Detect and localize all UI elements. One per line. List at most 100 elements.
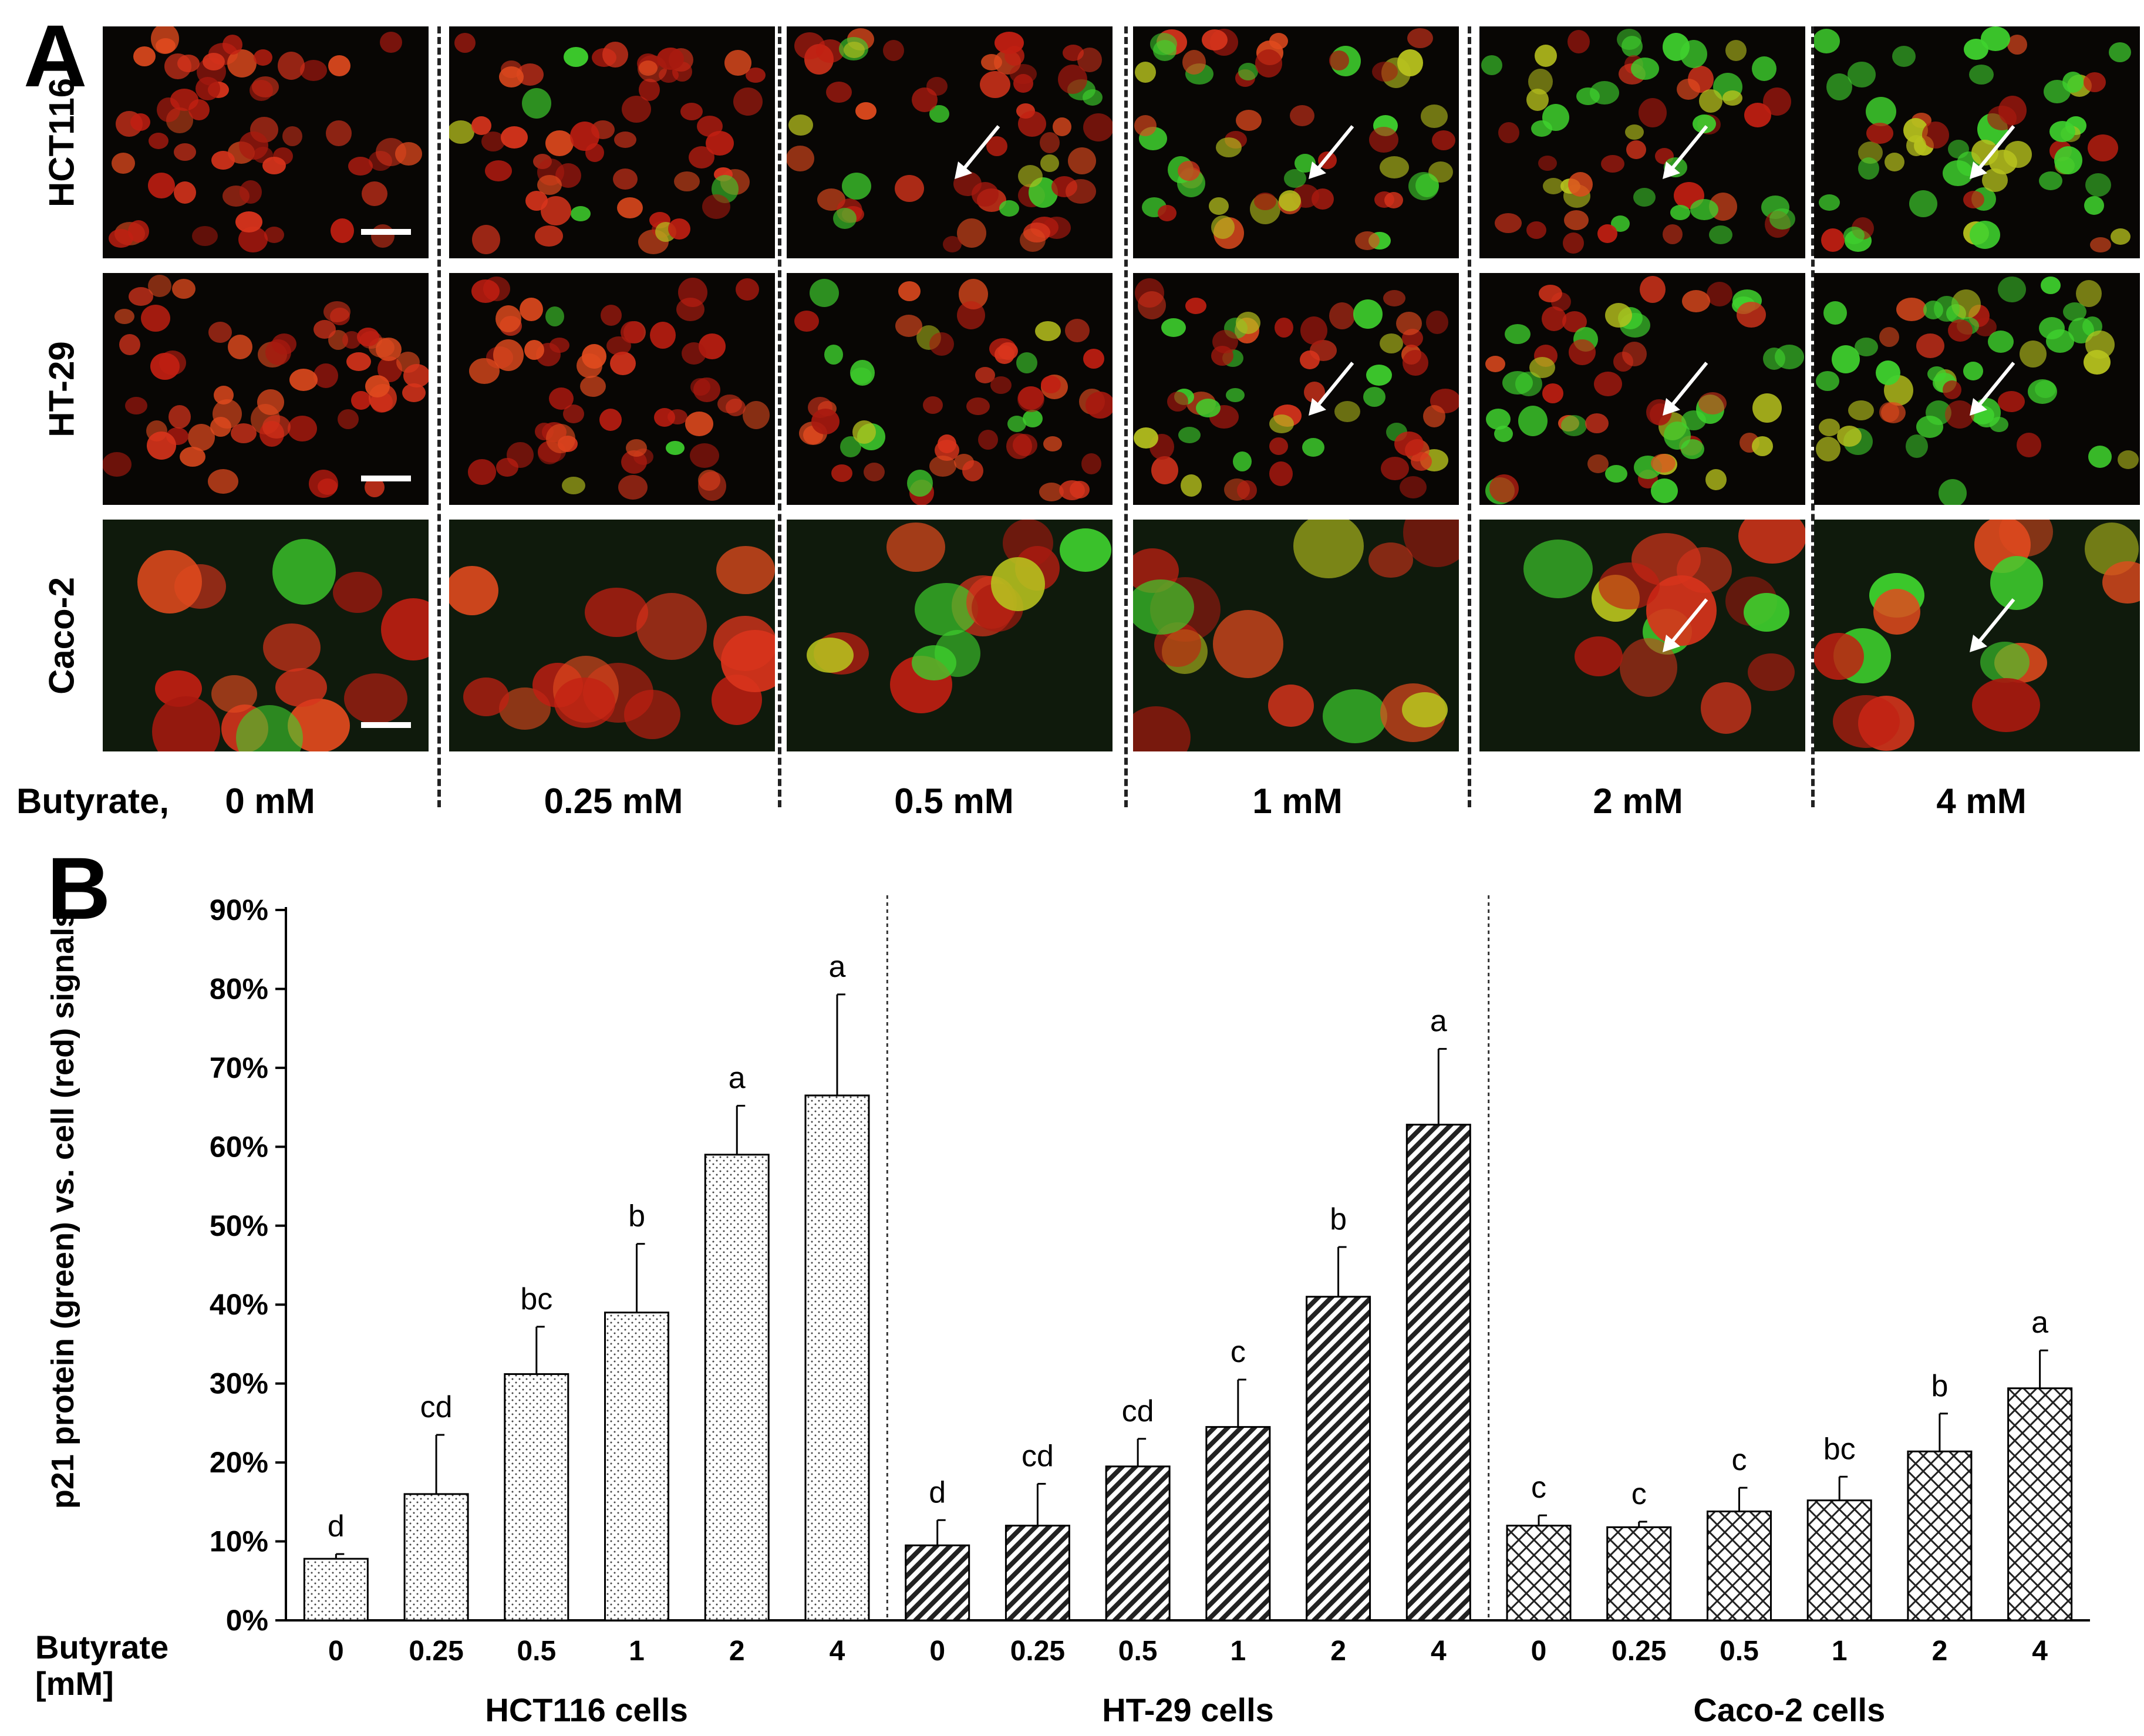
arrow-indicator [1973,598,2015,649]
bar [1506,1525,1572,1622]
x-tick-label: 0.25 [409,1636,463,1667]
column-separator [1468,26,1471,807]
x-tick-label: 0.5 [1720,1636,1759,1667]
micrograph-image [1133,520,1459,751]
x-tick-label: 2 [729,1636,745,1667]
x-tick-label: 2 [1330,1636,1346,1667]
bar [1205,1426,1271,1622]
significance-letter: bc [1823,1432,1856,1466]
micrograph-image [1479,26,1805,258]
arrow-indicator [1666,362,1708,412]
scale-bar [361,722,411,728]
micrograph-image [1479,520,1805,751]
significance-letter: cd [1022,1439,1054,1473]
y-tick-label: 30% [210,1367,268,1400]
x-tick-label: 1 [1231,1636,1246,1667]
significance-letter: cd [420,1390,453,1424]
y-tick-label: 20% [210,1446,268,1479]
significance-letter: b [1330,1202,1347,1236]
cell-line-row-label: HT-29 [42,341,82,437]
column-separator [778,26,781,807]
micrograph-image [1479,273,1805,505]
micrograph-image [103,26,429,258]
column-separator [437,26,441,807]
micrograph-image [449,26,775,258]
x-tick-label: 0 [328,1636,344,1667]
x-tick-label: 2 [1932,1636,1948,1667]
x-tick-label: 4 [1431,1636,1447,1667]
significance-letter: d [328,1509,345,1543]
column-separator [1124,26,1128,807]
significance-letter: c [1231,1335,1246,1369]
micrograph-image [449,520,775,751]
bar [804,1094,870,1622]
concentration-label: 2 mM [1593,781,1683,821]
bar [1606,1526,1672,1622]
column-separator [1811,26,1815,807]
bar [1405,1124,1471,1622]
arrow-indicator [1666,125,1708,176]
micrograph-image [787,26,1113,258]
y-tick-label: 10% [210,1525,268,1558]
cell-line-row-label: HCT116 [42,77,82,207]
bar [403,1493,469,1622]
significance-letter: a [1430,1004,1447,1039]
arrow-indicator [958,125,1000,176]
arrow-indicator [1312,125,1354,176]
bar [704,1154,770,1622]
arrow-indicator [1666,598,1708,649]
x-tick-label: 4 [830,1636,845,1667]
significance-letter: a [729,1061,746,1095]
micrograph-image [103,273,429,505]
butyrate-prefix-label: Butyrate, [16,781,170,821]
arrow-indicator [1973,362,2015,412]
significance-letter: a [2031,1306,2048,1340]
significance-letter: bc [520,1282,552,1316]
bar [1907,1450,1973,1622]
y-tick-label: 90% [210,894,268,926]
x-tick-label: 0.25 [1612,1636,1666,1667]
significance-letter: b [628,1199,645,1233]
significance-letter: d [929,1475,946,1509]
micrograph-image [787,520,1113,751]
y-tick-label: 70% [210,1051,268,1084]
y-tick-label: 80% [210,972,268,1005]
y-axis-title: p21 protein (green) vs. cell (red) signa… [45,910,80,1509]
x-axis-title-line2: [mM] [35,1665,114,1702]
micrograph-image [1814,520,2140,751]
arrow-indicator [1312,362,1354,412]
bar [2007,1387,2073,1622]
y-tick-label: 40% [210,1288,268,1321]
concentration-label: 0.5 mM [894,781,1014,821]
concentration-label: 0 mM [225,781,315,821]
concentration-label: 4 mM [1936,781,2027,821]
group-label: HCT116 cells [485,1691,688,1728]
significance-letter: cd [1122,1394,1154,1428]
cell-line-row-label: Caco-2 [42,577,82,695]
bar [905,1544,970,1622]
x-axis-title-line1: Butyrate [35,1629,168,1666]
bar [1004,1525,1070,1622]
x-tick-label: 0.5 [1118,1636,1158,1667]
micrograph-image [449,273,775,505]
panel-letter-b: B [47,845,110,938]
bar [604,1312,670,1622]
x-tick-label: 1 [629,1636,645,1667]
significance-letter: c [1631,1477,1647,1511]
bar [504,1373,569,1622]
bar [1306,1296,1371,1622]
arrow-indicator [1973,125,2015,176]
micrograph-image [1133,273,1459,505]
micrograph-image [103,520,429,751]
significance-letter: a [829,950,846,984]
p21-bar-chart: B p21 protein (green) vs. cell (red) sig… [35,845,2090,1728]
x-tick-label: 0 [1531,1636,1547,1667]
significance-letter: c [1731,1443,1747,1477]
y-tick-label: 50% [210,1209,268,1242]
micrograph-image [1133,26,1459,258]
scale-bar [361,229,411,235]
y-tick-label: 0% [226,1604,268,1637]
concentration-label: 1 mM [1252,781,1343,821]
group-label: Caco-2 cells [1693,1691,1885,1728]
bar [1706,1510,1772,1622]
